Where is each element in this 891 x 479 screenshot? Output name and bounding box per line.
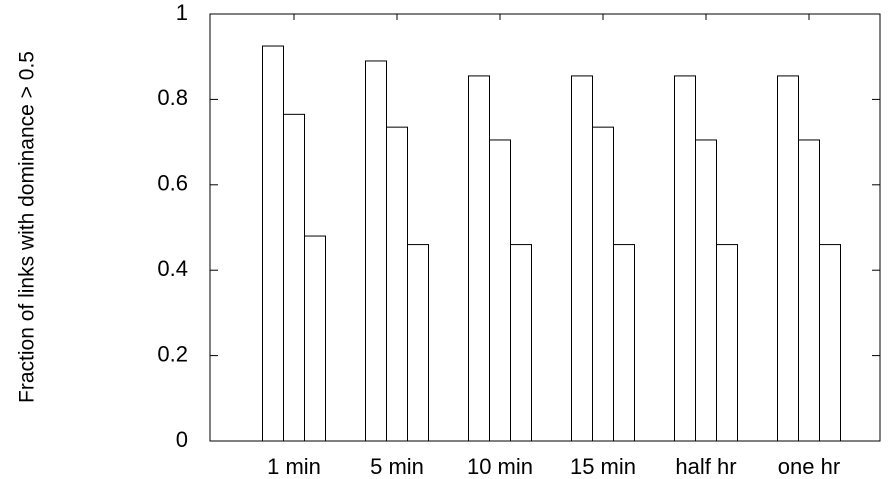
bar <box>777 75 799 442</box>
bar <box>819 244 841 442</box>
bar <box>592 126 614 442</box>
y-tick-label: 0.6 <box>157 171 188 196</box>
y-tick-label: 0.2 <box>157 341 188 366</box>
bar <box>468 75 490 442</box>
y-tick-label: 0.4 <box>157 256 188 281</box>
bar <box>407 244 429 442</box>
bar <box>365 60 387 442</box>
y-tick-label: 0 <box>176 427 188 452</box>
y-tick-label: 1 <box>176 0 188 25</box>
bar <box>386 126 408 442</box>
bar <box>674 75 696 442</box>
plot-frame <box>209 13 881 442</box>
x-tick-label: half hr <box>675 454 736 479</box>
bar <box>716 244 738 442</box>
bar <box>304 235 326 442</box>
x-tick-label: one hr <box>778 454 840 479</box>
y-axis-label: Fraction of links with dominance > 0.5 <box>16 51 39 403</box>
x-tick-label: 5 min <box>370 454 424 479</box>
bar <box>262 45 284 442</box>
bar <box>613 244 635 442</box>
bar <box>510 244 532 442</box>
bar <box>283 113 305 442</box>
x-tick-label: 1 min <box>267 454 321 479</box>
x-tick-label: 10 min <box>467 454 533 479</box>
bar <box>798 139 820 442</box>
y-tick-label: 0.8 <box>157 85 188 110</box>
bar <box>489 139 511 442</box>
bar <box>571 75 593 442</box>
bar <box>695 139 717 442</box>
x-tick-label: 15 min <box>570 454 636 479</box>
